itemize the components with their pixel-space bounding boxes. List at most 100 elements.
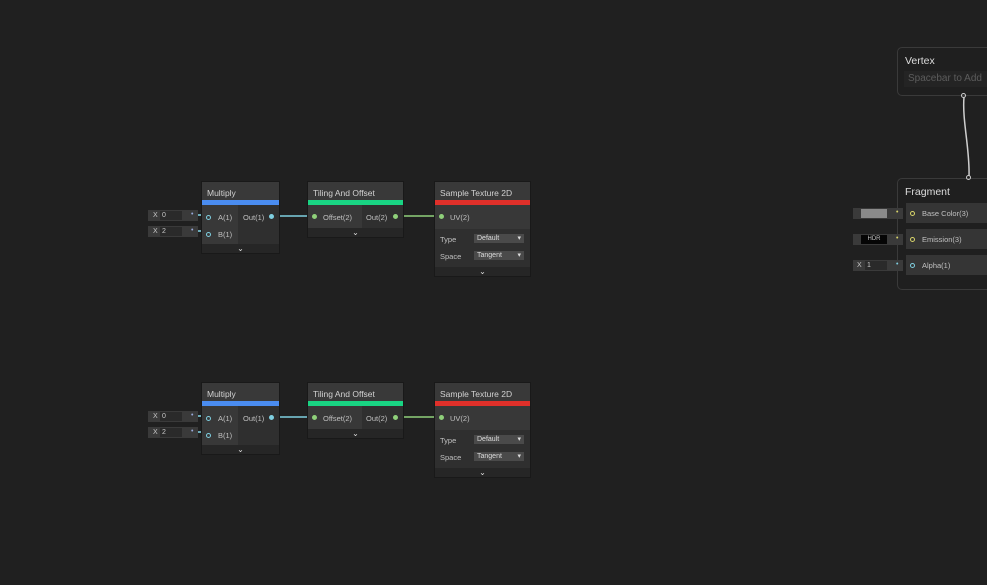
fragment-in-port[interactable] [966,175,971,180]
fragment-port-block[interactable] [906,255,987,275]
node-color-bar [308,200,403,205]
fragment-title: Fragment [905,186,950,198]
port-out-dot[interactable] [393,214,398,219]
connector-dot: • [191,227,194,234]
port-inline-input[interactable]: HDR • [853,234,903,245]
add-block-search[interactable]: Spacebar to Add [904,71,987,87]
axis-label: X [153,429,158,436]
tiling-and-offset-node[interactable]: Tiling And Offset Offset(2) Out(2) ⌄ [307,181,404,238]
node-title: Multiply [202,383,279,401]
port-b-label: B(1) [218,431,233,440]
connector-dot: • [896,261,899,268]
port-out-label: Out(1) [243,414,265,423]
expand-chevron-icon[interactable]: ⌄ [202,244,279,253]
vertex-fragment-wire [962,96,970,177]
space-dropdown[interactable]: Tangent [474,251,524,260]
axis-label: X [153,413,158,420]
port-label: Alpha(1) [922,261,951,270]
node-color-bar [308,401,403,406]
port-out-dot[interactable] [393,415,398,420]
value-field[interactable]: 2 [160,227,182,236]
input-column [202,205,238,245]
port-inline-input[interactable]: X 1 • [853,260,903,271]
space-dropdown[interactable]: Tangent [474,452,524,461]
value-field[interactable]: 1 [865,261,887,270]
color-swatch[interactable] [861,209,887,218]
sample-texture-2d-node[interactable]: Sample Texture 2D UV(2) Type Default Space Ta… [434,382,531,478]
inline-value-input[interactable]: X 2 • [148,427,198,438]
port-offset-label: Offset(2) [323,414,353,423]
port-out-label: Out(1) [243,213,265,222]
port-a-dot[interactable] [206,215,211,220]
port-out-label: Out(2) [366,213,388,222]
axis-label: X [153,212,158,219]
vertex-context: Vertex Spacebar to Add [897,47,987,96]
type-label: Type [440,235,457,244]
tiling-and-offset-node[interactable]: Tiling And Offset Offset(2) Out(2) ⌄ [307,382,404,439]
space-label: Space [440,453,462,462]
type-dropdown[interactable]: Default [474,234,524,243]
type-label: Type [440,436,457,445]
fragment-port-block[interactable] [906,229,987,249]
port-label: Emission(3) [922,235,962,244]
input-column [308,406,362,430]
port-dot[interactable] [910,237,915,242]
node-color-bar [202,200,279,205]
node-title: Sample Texture 2D [435,182,530,200]
inline-value-input[interactable]: X 0 • [148,210,198,221]
space-label: Space [440,252,462,261]
port-a-label: A(1) [218,213,233,222]
inline-value-input[interactable]: X 0 • [148,411,198,422]
node-title: Multiply [202,182,279,200]
connector-dot: • [896,235,899,242]
axis-label: X [857,262,862,269]
expand-chevron-icon[interactable]: ⌄ [202,445,279,454]
port-uv-label: UV(2) [450,213,470,222]
vertex-out-port[interactable] [961,93,966,98]
expand-chevron-icon[interactable]: ⌄ [308,228,403,237]
node-color-bar [435,401,530,406]
port-dot[interactable] [910,211,915,216]
input-column [435,205,530,229]
type-dropdown[interactable]: Default [474,435,524,444]
sample-texture-2d-node[interactable]: Sample Texture 2D UV(2) Type Default Space Ta… [434,181,531,277]
port-label: Base Color(3) [922,209,969,218]
port-uv-dot[interactable] [439,214,444,219]
port-uv-dot[interactable] [439,415,444,420]
connector-dot: • [191,428,194,435]
fragment-port-block[interactable] [906,203,987,223]
connector-dot: • [896,209,899,216]
multiply-node[interactable]: Multiply A(1) B(1) Out(1) ⌄ [201,382,280,455]
port-dot[interactable] [910,263,915,268]
port-out-dot[interactable] [269,415,274,420]
port-a-dot[interactable] [206,416,211,421]
expand-chevron-icon[interactable]: ⌄ [435,267,530,276]
port-b-label: B(1) [218,230,233,239]
input-column [202,406,238,446]
port-uv-label: UV(2) [450,414,470,423]
value-field[interactable]: 0 [160,211,182,220]
port-out-dot[interactable] [269,214,274,219]
expand-chevron-icon[interactable]: ⌄ [435,468,530,477]
expand-chevron-icon[interactable]: ⌄ [308,429,403,438]
port-offset-dot[interactable] [312,415,317,420]
input-column [435,406,530,430]
connector-dot: • [191,412,194,419]
port-b-dot[interactable] [206,433,211,438]
port-b-dot[interactable] [206,232,211,237]
value-field[interactable]: 0 [160,412,182,421]
inline-value-input[interactable]: X 2 • [148,226,198,237]
multiply-node[interactable]: Multiply A(1) B(1) Out(1) ⌄ [201,181,280,254]
port-offset-label: Offset(2) [323,213,353,222]
node-title: Tiling And Offset [308,182,403,200]
input-column [308,205,362,229]
port-out-label: Out(2) [366,414,388,423]
port-inline-input[interactable]: • [853,208,903,219]
node-color-bar [435,200,530,205]
hdr-color-swatch[interactable]: HDR [861,235,887,244]
node-title: Tiling And Offset [308,383,403,401]
value-field[interactable]: 2 [160,428,182,437]
vertex-title: Vertex [905,55,935,67]
port-offset-dot[interactable] [312,214,317,219]
